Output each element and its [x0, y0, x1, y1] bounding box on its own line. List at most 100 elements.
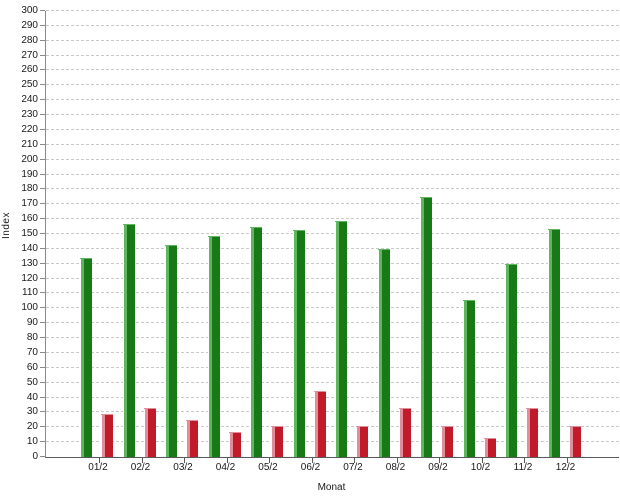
gridline: [46, 322, 619, 324]
y-axis-tick: [40, 114, 45, 116]
x-axis-tick-label: 09/2: [428, 462, 448, 473]
x-axis-tick: [396, 458, 398, 463]
bar-red-index-05/2: [271, 426, 283, 457]
bar-red-index-10/2: [483, 438, 496, 457]
bar-green-index-06/2: [292, 230, 305, 457]
y-axis-tick-label: 170: [21, 198, 38, 210]
gridline: [46, 277, 619, 279]
y-axis-tick: [40, 158, 45, 160]
y-axis-tick-label: 280: [21, 34, 38, 46]
y-axis-tick: [40, 351, 45, 353]
x-axis-tick: [184, 458, 185, 463]
bar-green-index-08/2: [377, 249, 390, 457]
gridline: [46, 233, 619, 234]
y-axis-tick: [40, 218, 45, 220]
y-axis-tick: [40, 262, 45, 264]
y-axis-tick: [40, 188, 45, 190]
gridline: [46, 128, 619, 130]
y-axis-tick-label: 80: [26, 332, 38, 344]
bar-red-index-04/2: [228, 432, 241, 457]
y-axis-tick-label: 110: [22, 287, 38, 299]
bar-green-index-03/2: [165, 245, 177, 457]
y-axis-tick: [40, 143, 45, 145]
y-axis-tick: [40, 426, 45, 428]
gridline: [46, 366, 619, 368]
y-axis-tick: [40, 84, 45, 86]
gridline: [46, 262, 619, 264]
gridline: [46, 10, 619, 11]
gridline: [46, 188, 619, 190]
gridline: [46, 173, 619, 175]
y-axis-tick-label: 30: [26, 406, 38, 418]
y-axis-tick: [40, 396, 45, 398]
y-axis-tick-label: 160: [21, 213, 38, 225]
x-axis-tick: [226, 458, 228, 463]
y-axis-tick: [40, 54, 45, 56]
y-axis-tick-label: 190: [21, 168, 38, 180]
bar-red-index-06/2: [313, 391, 326, 457]
y-axis-tick: [40, 10, 45, 11]
bar-red-index-02/2: [143, 408, 156, 457]
bar-green-index-05/2: [250, 227, 262, 457]
y-axis-tick: [40, 277, 45, 279]
x-axis-tick: [481, 458, 483, 463]
y-axis-labels: 0 10 20 30 40 50 60 70 80 90 100 110 120 130 140 150 160…: [0, 5, 38, 462]
gridline: [46, 99, 619, 101]
y-axis-tick-label: 90: [26, 317, 38, 329]
x-axis-tick-label: 12/2: [555, 462, 576, 473]
bar-red-index-01/2: [101, 414, 113, 457]
x-axis-tick-label: 02/2: [130, 462, 151, 473]
gridline: [46, 114, 619, 116]
x-axis-tick: [439, 458, 440, 463]
y-axis-tick: [40, 441, 45, 443]
y-axis-tick-label: 130: [21, 257, 38, 269]
gridline: [46, 218, 619, 220]
x-axis-tick-label: 01/2: [88, 462, 108, 473]
gridline: [46, 84, 619, 86]
bar-red-index-11/2: [526, 408, 538, 457]
bar-green-index-09/2: [420, 197, 432, 457]
bar-green-index-02/2: [122, 224, 135, 457]
y-axis-tick: [40, 173, 45, 175]
gridline: [46, 426, 619, 428]
x-axis-tick-label: 10/2: [470, 462, 491, 473]
y-axis-tick-label: 50: [26, 376, 38, 388]
y-axis-tick-label: 210: [21, 138, 38, 150]
y-axis-tick-label: 270: [21, 49, 38, 61]
bar-red-index-07/2: [356, 426, 368, 457]
x-axis-tick: [141, 458, 143, 463]
bar-green-index-12/2: [547, 229, 560, 457]
gridline: [46, 411, 619, 413]
y-axis-tick-label: 140: [21, 242, 38, 254]
y-axis-tick: [40, 322, 45, 324]
x-axis-labels: 01/2 02/2 03/2 04/2 05/2 06/2 07/2 08/2 09/2 10/2…: [45, 462, 618, 476]
y-axis-tick-label: 220: [21, 123, 38, 135]
x-axis-tick-label: 07/2: [343, 462, 363, 473]
bar-green-index-04/2: [207, 236, 220, 457]
bar-green-index-07/2: [335, 221, 347, 457]
y-axis-tick: [40, 39, 45, 41]
y-axis-tick-label: 60: [26, 361, 38, 373]
y-axis-tick: [40, 69, 45, 71]
gridline: [46, 351, 619, 353]
x-axis-tick-label: 08/2: [385, 462, 406, 473]
x-axis-tick: [524, 458, 525, 463]
gridline: [46, 441, 619, 443]
y-axis-tick-label: 0: [32, 451, 38, 462]
gridline: [46, 54, 619, 56]
gridline: [46, 396, 619, 398]
y-axis-tick-label: 180: [21, 183, 38, 195]
x-axis-tick: [99, 458, 100, 463]
x-axis-tick-label: 06/2: [300, 462, 321, 473]
y-axis-tick-label: 260: [21, 64, 38, 76]
x-axis-tick-label: 04/2: [215, 462, 236, 473]
y-axis-tick-label: 230: [21, 109, 38, 121]
y-axis-tick: [40, 292, 45, 294]
gridline: [46, 24, 619, 26]
x-axis-tick: [311, 458, 313, 463]
gridline: [46, 247, 619, 249]
gridline: [46, 39, 619, 41]
x-axis-tick-label: 05/2: [258, 462, 278, 473]
bar-red-index-09/2: [441, 426, 453, 457]
